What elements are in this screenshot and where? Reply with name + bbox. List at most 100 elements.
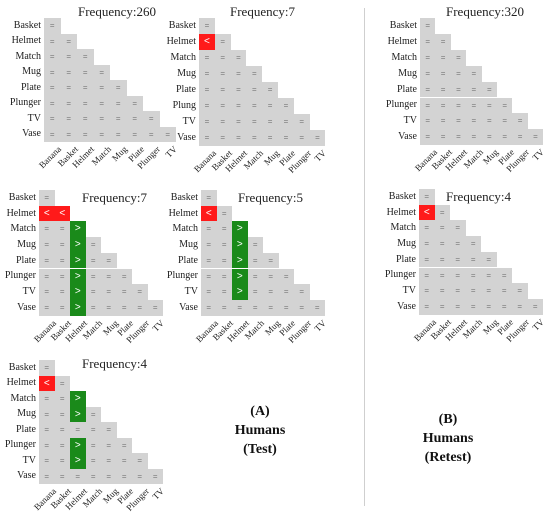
- matrix-cell: =: [481, 267, 497, 284]
- matrix-cell: =: [54, 422, 70, 438]
- matrix-cell: =: [44, 111, 61, 127]
- matrix-cell: >: [70, 453, 86, 469]
- matrix-cell: =: [294, 284, 310, 300]
- matrix-cell: =: [44, 80, 61, 96]
- matrix-cell: =: [39, 422, 55, 438]
- matrix-cell: =: [85, 299, 101, 316]
- row-label: Helmet: [166, 36, 196, 47]
- matrix-cell: =: [230, 130, 247, 146]
- matrix-cell: >: [232, 237, 248, 253]
- matrix-cell: =: [420, 18, 436, 34]
- matrix-cell: =: [85, 252, 101, 269]
- row-label: Basket: [8, 191, 36, 203]
- row-label: Match: [170, 52, 196, 63]
- matrix-cell: >: [232, 268, 248, 285]
- matrix-cell: =: [450, 65, 467, 82]
- matrix-cell: <: [419, 204, 435, 221]
- matrix-cell: =: [214, 82, 231, 98]
- matrix-cell: =: [39, 190, 55, 206]
- matrix-cell: =: [214, 50, 231, 66]
- row-label: TV: [22, 454, 36, 466]
- matrix-cell: =: [85, 468, 101, 484]
- matrix-cell: =: [216, 221, 232, 238]
- matrix-cell: =: [434, 283, 450, 299]
- matrix-cell: =: [278, 114, 294, 130]
- matrix-cell: =: [159, 126, 176, 142]
- row-label: Mug: [397, 237, 416, 249]
- caption-test: (A) Humans (Test): [220, 402, 300, 459]
- matrix-cell: =: [232, 299, 248, 316]
- row-label: Helmet: [386, 206, 416, 218]
- matrix-cell: =: [39, 437, 55, 453]
- matrix-cell: =: [246, 66, 263, 82]
- matrix-cell: =: [247, 268, 263, 285]
- matrix-cell: =: [294, 299, 310, 316]
- matrix-cell: =: [116, 299, 132, 316]
- matrix-cell: =: [216, 268, 232, 285]
- matrix-cell: =: [214, 98, 231, 114]
- matrix-cell: =: [54, 237, 70, 253]
- matrix-cell: =: [85, 284, 101, 300]
- matrix-cell: =: [93, 95, 110, 111]
- matrix-cell: =: [116, 437, 132, 453]
- frequency-label: Frequency:320: [446, 4, 524, 19]
- matrix-cell: =: [147, 468, 163, 484]
- matrix-cell: =: [420, 129, 436, 146]
- matrix-cell: =: [93, 80, 110, 96]
- matrix-cell: =: [110, 80, 127, 96]
- matrix-cell: =: [199, 114, 215, 130]
- matrix-cell: =: [230, 98, 247, 114]
- matrix-cell: =: [39, 252, 55, 269]
- matrix-cell: =: [77, 80, 94, 96]
- matrix-cell: =: [435, 65, 451, 82]
- matrix-cell: =: [230, 82, 247, 98]
- matrix-cell: =: [481, 298, 497, 315]
- row-label: Helmet: [6, 377, 36, 389]
- frequency-label: Frequency:4: [446, 189, 511, 204]
- row-label: TV: [27, 112, 41, 124]
- matrix-cell: =: [39, 391, 55, 407]
- caption-retest-letter: (B): [438, 412, 458, 427]
- matrix-cell: =: [230, 66, 247, 82]
- matrix-cell: =: [419, 220, 435, 237]
- matrix-cell: =: [434, 220, 450, 237]
- row-label: TV: [402, 285, 416, 297]
- matrix-cell: =: [278, 98, 294, 114]
- matrix-cell: =: [60, 95, 77, 111]
- row-label: Match: [15, 50, 41, 62]
- matrix-cell: =: [85, 422, 101, 438]
- matrix-cell: =: [44, 64, 61, 80]
- matrix-cell: =: [199, 50, 215, 66]
- matrix-cell: =: [101, 268, 117, 285]
- matrix-cell: =: [132, 453, 148, 469]
- row-label: Match: [390, 222, 416, 234]
- matrix-cell: =: [450, 97, 467, 114]
- matrix-cell: <: [39, 375, 55, 391]
- row-label: Plunger: [4, 270, 36, 282]
- matrix-cell: >: [70, 299, 86, 316]
- matrix-cell: =: [481, 129, 497, 146]
- matrix-cell: =: [420, 97, 436, 114]
- matrix-cell: =: [60, 126, 77, 142]
- matrix-cell: =: [216, 252, 232, 269]
- row-label: Plunger: [384, 269, 416, 281]
- matrix-cell: >: [70, 268, 86, 285]
- matrix-cell: =: [116, 468, 132, 484]
- matrix-cell: =: [201, 284, 217, 300]
- matrix-cell: =: [201, 252, 217, 269]
- matrix-cell: =: [39, 268, 55, 285]
- row-label: Mug: [22, 66, 41, 78]
- matrix-cell: >: [70, 437, 86, 453]
- matrix-cell: =: [247, 299, 263, 316]
- matrix-cell: =: [435, 49, 451, 66]
- row-label: Mug: [17, 238, 36, 250]
- row-label: Vase: [177, 132, 196, 143]
- matrix-cell: =: [434, 251, 450, 268]
- row-label: Match: [10, 392, 36, 404]
- matrix-cell: =: [39, 468, 55, 484]
- row-label: Plunger: [166, 270, 198, 282]
- matrix-cell: >: [70, 252, 86, 269]
- matrix-cell: =: [420, 49, 436, 66]
- matrix-cell: =: [85, 237, 101, 253]
- matrix-cell: >: [70, 406, 86, 422]
